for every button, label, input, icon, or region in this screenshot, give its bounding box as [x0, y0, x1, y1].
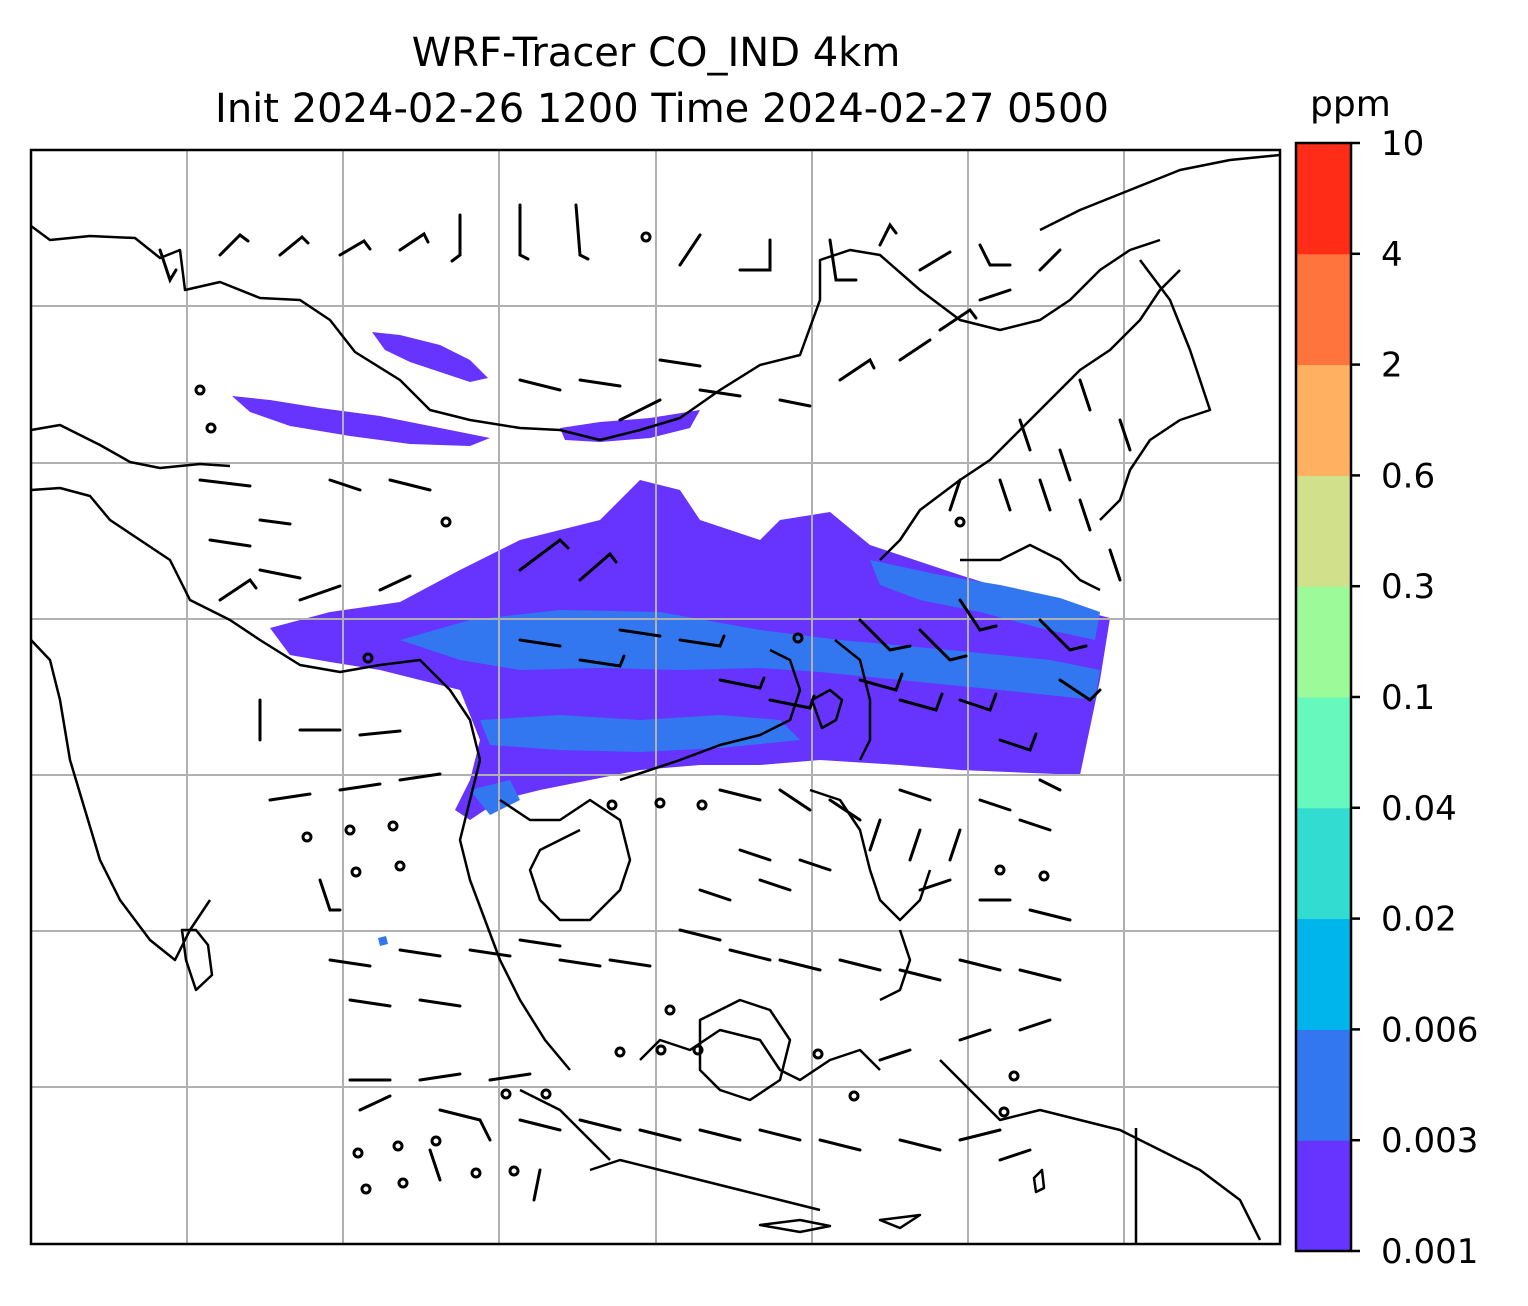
colorbar-segment [1296, 1140, 1351, 1252]
colorbar-segment [1296, 697, 1351, 809]
colorbar-segment [1296, 253, 1351, 366]
calm-wind-markers [194, 231, 1050, 1195]
plume-north-1 [372, 332, 488, 382]
plume-north-2 [232, 396, 490, 446]
colorbar-tick-label: 0.04 [1381, 789, 1457, 829]
plume-north-3 [560, 410, 700, 442]
colorbar-tick-label: 0.02 [1381, 900, 1457, 940]
colorbar: ppm 0.001 0.003 0.006 0.02 0.04 0.1 0.3 0.6 2 4 10 [1294, 84, 1478, 1272]
colorbar-tick-label: 0.006 [1381, 1010, 1478, 1050]
colorbar-segments [1296, 143, 1351, 1252]
colorbar-tick-label: 10 [1381, 124, 1424, 164]
colorbar-tick-label: 0.6 [1381, 456, 1435, 496]
title-line-2: Init 2024-02-26 1200 Time 2024-02-27 050… [215, 86, 1109, 132]
coastlines [31, 153, 1280, 1244]
map-frame [29, 148, 1282, 1246]
tracer-plume [232, 332, 1110, 946]
title-line-1: WRF-Tracer CO_IND 4km [412, 30, 901, 76]
colorbar-tick-label: 2 [1381, 346, 1403, 386]
plume-band-3 [480, 715, 800, 752]
colorbar-segment [1296, 143, 1351, 255]
colorbar-segment [1296, 475, 1351, 587]
colorbar-tick-label: 0.1 [1381, 678, 1435, 718]
wind-barbs [158, 203, 1132, 1202]
map-panel [29, 148, 1282, 1246]
colorbar-tick-label: 4 [1381, 235, 1403, 275]
colorbar-tick-label: 0.3 [1381, 567, 1435, 607]
colorbar-segment [1296, 918, 1351, 1030]
colorbar-segment [1296, 364, 1351, 476]
colorbar-segment [1296, 1029, 1351, 1141]
colorbar-unit: ppm [1310, 84, 1391, 125]
gridlines [31, 150, 1280, 1244]
colorbar-ticks: 0.001 0.003 0.006 0.02 0.04 0.1 0.3 0.6 2 4 10 [1351, 124, 1478, 1272]
colorbar-tick-label: 0.001 [1381, 1232, 1478, 1272]
plume-band-1 [400, 610, 1100, 700]
plume-speck-1 [378, 936, 388, 946]
colorbar-tick-label: 0.003 [1381, 1121, 1478, 1161]
colorbar-segment [1296, 807, 1351, 920]
colorbar-segment [1296, 586, 1351, 698]
